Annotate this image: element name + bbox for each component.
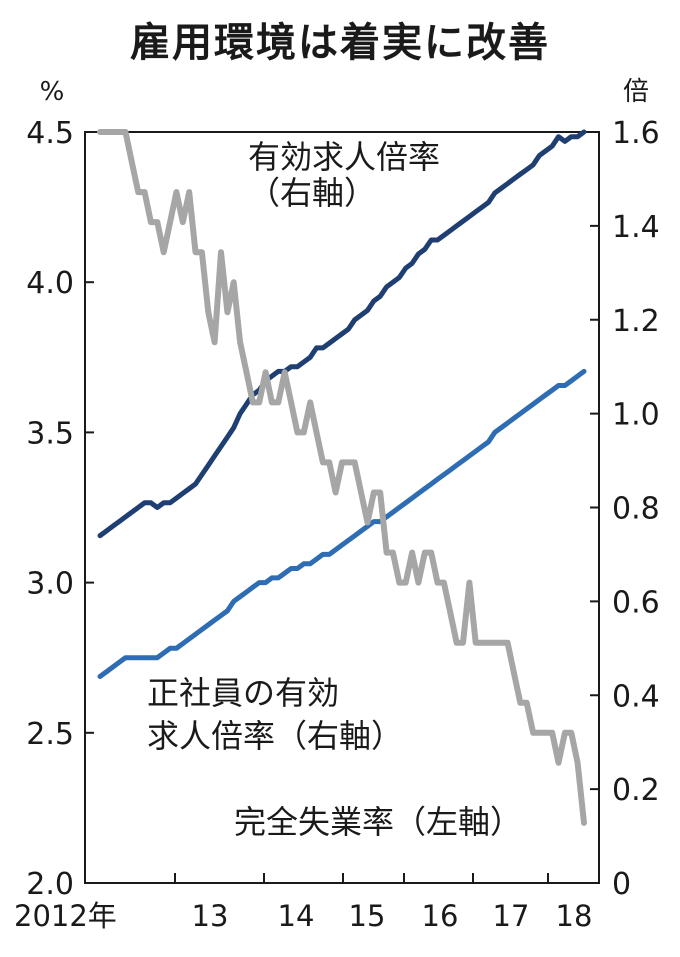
right-axis-tick-label: 1.4	[612, 210, 660, 245]
left-axis-tick-label: 4.5	[26, 116, 74, 151]
left-axis-tick-label: 2.0	[26, 867, 74, 902]
right-axis-tick-label: 0.2	[612, 773, 660, 808]
axis-labels: 2.0 2.5 3.0 3.5 4.0 4.5% 0 0.2 0.4 0.6 0.8 1.0 1.2 1.…	[14, 77, 660, 933]
tick-marks	[85, 131, 599, 884]
series-layer	[97, 129, 587, 826]
x-axis-tick-label: 13	[192, 899, 229, 933]
annotation-jobs_ratio: 有効求人倍率	[248, 138, 440, 176]
annotation-jobs_ratio: （右軸）	[248, 174, 376, 212]
left-axis-tick-label: 3.5	[26, 416, 74, 451]
annotation-unemployment: 完全失業率（左軸）	[234, 803, 522, 841]
right-axis-tick-label: 0.6	[612, 585, 660, 620]
x-axis-tick-label: 15	[349, 899, 386, 933]
x-axis-tick-label: 18	[556, 899, 593, 933]
x-axis-tick-label: 17	[493, 899, 530, 933]
chart-title: 雇用環境は着実に改善	[130, 20, 550, 66]
series-line-unemployment	[97, 129, 587, 826]
right-axis-tick-label: 0	[612, 867, 631, 902]
x-axis-tick-label: 16	[422, 899, 459, 933]
series-line-jobs_ratio	[97, 129, 587, 539]
left-axis-tick-label: 4.0	[26, 266, 74, 301]
left-axis-unit: %	[40, 77, 65, 107]
left-axis-tick-label: 3.0	[26, 567, 74, 602]
x-axis-tick-label: 14	[278, 899, 315, 933]
annotation-regular_ratio: 正社員の有効	[147, 674, 339, 712]
right-axis-tick-label: 0.4	[612, 679, 660, 714]
right-axis-tick-label: 1.6	[612, 116, 660, 151]
right-axis-tick-label: 0.8	[612, 492, 660, 527]
series-line-regular_ratio	[97, 368, 587, 679]
x-axis-tick-label: 2012年	[14, 899, 117, 933]
right-axis-tick-label: 1.0	[612, 398, 660, 433]
left-axis-tick-label: 2.5	[26, 717, 74, 752]
annotation-regular_ratio: 求人倍率（右軸）	[147, 717, 403, 755]
right-axis-tick-label: 1.2	[612, 304, 660, 339]
right-axis-unit: 倍	[623, 77, 649, 107]
